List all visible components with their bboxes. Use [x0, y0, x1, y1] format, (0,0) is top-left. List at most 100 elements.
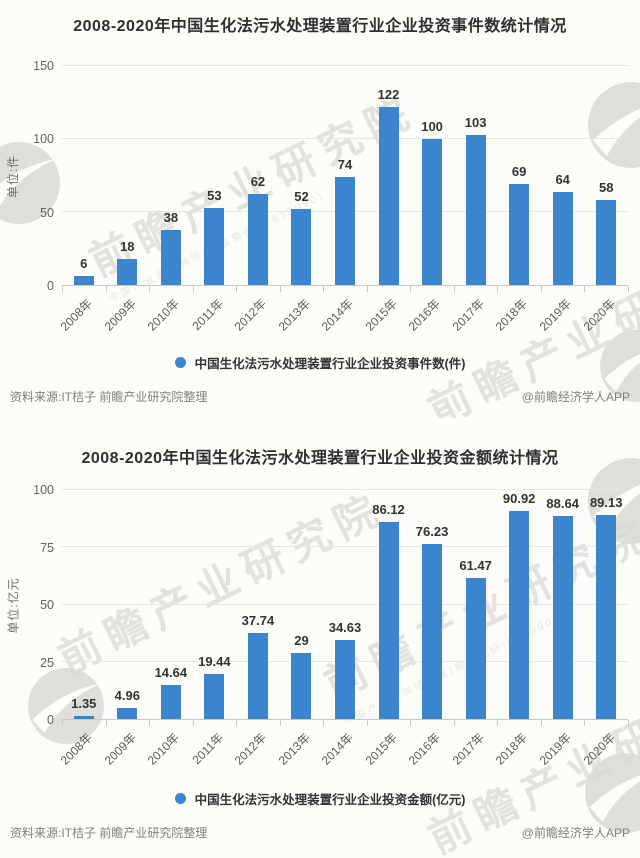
bar-2019年: [552, 516, 573, 719]
bar-2012年: [247, 194, 268, 285]
bar-value-label: 37.74: [241, 612, 275, 628]
bar-2017年: [465, 578, 486, 719]
bar-2018年: [509, 510, 530, 719]
x-axis-label: 2020年: [580, 730, 618, 768]
bar-value-label: 38: [163, 209, 179, 225]
data-source-text: 资料来源:IT桔子 前瞻产业研究院整理: [10, 826, 208, 840]
y-axis-tick-label: 100: [33, 483, 54, 497]
x-axis-tick: [366, 720, 368, 726]
bar-value-label: 52: [294, 189, 309, 205]
x-axis-tick: [236, 720, 238, 726]
bar-2008年: [73, 715, 94, 719]
x-axis-tick: [410, 720, 412, 726]
bar-value-label: 69: [511, 164, 527, 180]
x-axis-row: 2008年 2009年 2010年 2011年 2012年 2013年 2014年 2015年…: [0, 720, 629, 772]
source-row: 资料来源:IT桔子 前瞻产业研究院整理 @前瞻经济学人APP: [0, 388, 640, 405]
gridline: [62, 603, 628, 605]
x-axis-label: 2009年: [101, 296, 139, 334]
bar-value-label: 74: [337, 156, 353, 172]
x-axis-label: 2014年: [319, 296, 357, 334]
bar-value-label: 18: [120, 238, 135, 254]
x-axis-label: 2017年: [449, 730, 487, 768]
x-axis-label: 2016年: [406, 296, 444, 334]
x-axis-label: 2020年: [580, 296, 618, 334]
bar-2016年: [422, 139, 443, 285]
x-axis-label: 2011年: [189, 730, 226, 768]
bar-value-label: 76.23: [415, 524, 449, 540]
x-axis-tick: [105, 286, 107, 292]
x-axis-tick: [323, 720, 325, 726]
x-axis-tick: [453, 720, 455, 726]
bar-value-label: 86.12: [372, 501, 405, 517]
bar-2015年: [378, 521, 399, 719]
x-axis-label: 2013年: [275, 730, 313, 768]
y-axis-unit-label: 单位:亿元: [0, 490, 26, 720]
bar-2008年: [73, 276, 94, 285]
bar-value-label: 4.96: [114, 687, 140, 703]
legend: 中国生化法污水处理装置行业企业投资事件数(件): [0, 352, 640, 372]
y-axis-tick-label: 25: [40, 655, 54, 670]
bar-value-label: 14.64: [154, 665, 188, 681]
legend-marker-icon: [174, 792, 186, 804]
x-axis-row: 2008年 2009年 2010年 2011年 2012年 2013年 2014年 2015年…: [0, 286, 629, 338]
x-axis: 2008年 2009年 2010年 2011年 2012年 2013年 2014年 2015年…: [58, 720, 629, 772]
chart-investment-events: 前瞻产业研究院 中国产业咨询领导者(股票代码:835990) 前瞻产业研究院 2…: [0, 0, 640, 418]
plot-area: 6 18 38 53 62 52 74 122 100 103 69 64 58: [62, 65, 628, 286]
bar-2014年: [335, 176, 355, 285]
x-axis-tick: [105, 720, 107, 726]
bar-2014年: [335, 639, 355, 719]
bar-2019年: [552, 191, 573, 285]
x-axis-label: 2014年: [319, 730, 357, 768]
bar-2012年: [247, 632, 268, 719]
bar-value-label: 89.13: [589, 494, 623, 510]
bars: 6 18 38 53 62 52 74 122 100 103 69 64 58: [62, 66, 628, 285]
bar-value-label: 29: [294, 632, 309, 648]
bars: 1.35 4.96 14.64 19.44 37.74 29 34.63 86.12 76.23…: [62, 490, 628, 719]
x-axis-spacer: [0, 286, 62, 338]
y-axis-tick-label: 50: [40, 598, 54, 612]
bar-2016年: [422, 544, 443, 719]
bar-value-label: 61.47: [459, 558, 492, 574]
y-axis-tick-label: 0: [47, 713, 54, 727]
bar-value-label: 58: [598, 180, 614, 196]
x-axis-label: 2017年: [449, 296, 487, 334]
chart-title: 2008-2020年中国生化法污水处理装置行业企业投资金额统计情况: [81, 450, 559, 467]
bar-value-label: 122: [377, 86, 400, 102]
chart-title: 2008-2020年中国生化法污水处理装置行业企业投资事件数统计情况: [73, 18, 567, 35]
bar-2010年: [160, 685, 181, 719]
bar-value-label: 64: [555, 171, 570, 187]
y-axis: 0 25 50 75 100: [26, 483, 62, 727]
x-axis-tick: [149, 286, 151, 292]
x-axis-tick: [279, 720, 281, 726]
x-axis-label: 2011年: [189, 296, 226, 334]
bar-2013年: [291, 209, 312, 285]
bar-value-label: 100: [421, 119, 443, 135]
bar-value-label: 1.35: [71, 695, 97, 711]
bar-2013年: [291, 652, 312, 719]
legend: 中国生化法污水处理装置行业企业投资金额(亿元): [0, 788, 640, 808]
legend-marker-icon: [174, 356, 186, 368]
x-axis-tick: [410, 286, 412, 292]
bar-2018年: [509, 184, 530, 285]
x-axis-tick: [149, 720, 151, 726]
x-axis-tick: [584, 720, 586, 726]
gridline: [62, 65, 628, 66]
x-axis-tick: [540, 286, 542, 292]
x-axis-label: 2016年: [406, 730, 444, 768]
x-axis-tick: [323, 286, 325, 292]
y-axis-tick-label: 150: [33, 59, 54, 73]
bar-2020年: [596, 514, 617, 719]
x-axis-tick: [279, 286, 281, 292]
x-axis-tick: [497, 720, 499, 726]
bar-2011年: [204, 207, 225, 285]
x-axis-label: 2008年: [57, 296, 96, 334]
bar-value-label: 90.92: [502, 490, 536, 506]
x-axis-tick: [236, 286, 238, 292]
x-axis-label: 2012年: [231, 730, 270, 768]
y-axis-unit-text: 单位:亿元: [6, 576, 21, 634]
y-axis-tick-label: 100: [33, 132, 54, 147]
legend-label: 中国生化法污水处理装置行业企业投资金额(亿元): [194, 792, 466, 807]
y-axis: 0 50 100 150: [26, 59, 62, 293]
x-axis-tick: [628, 286, 629, 292]
